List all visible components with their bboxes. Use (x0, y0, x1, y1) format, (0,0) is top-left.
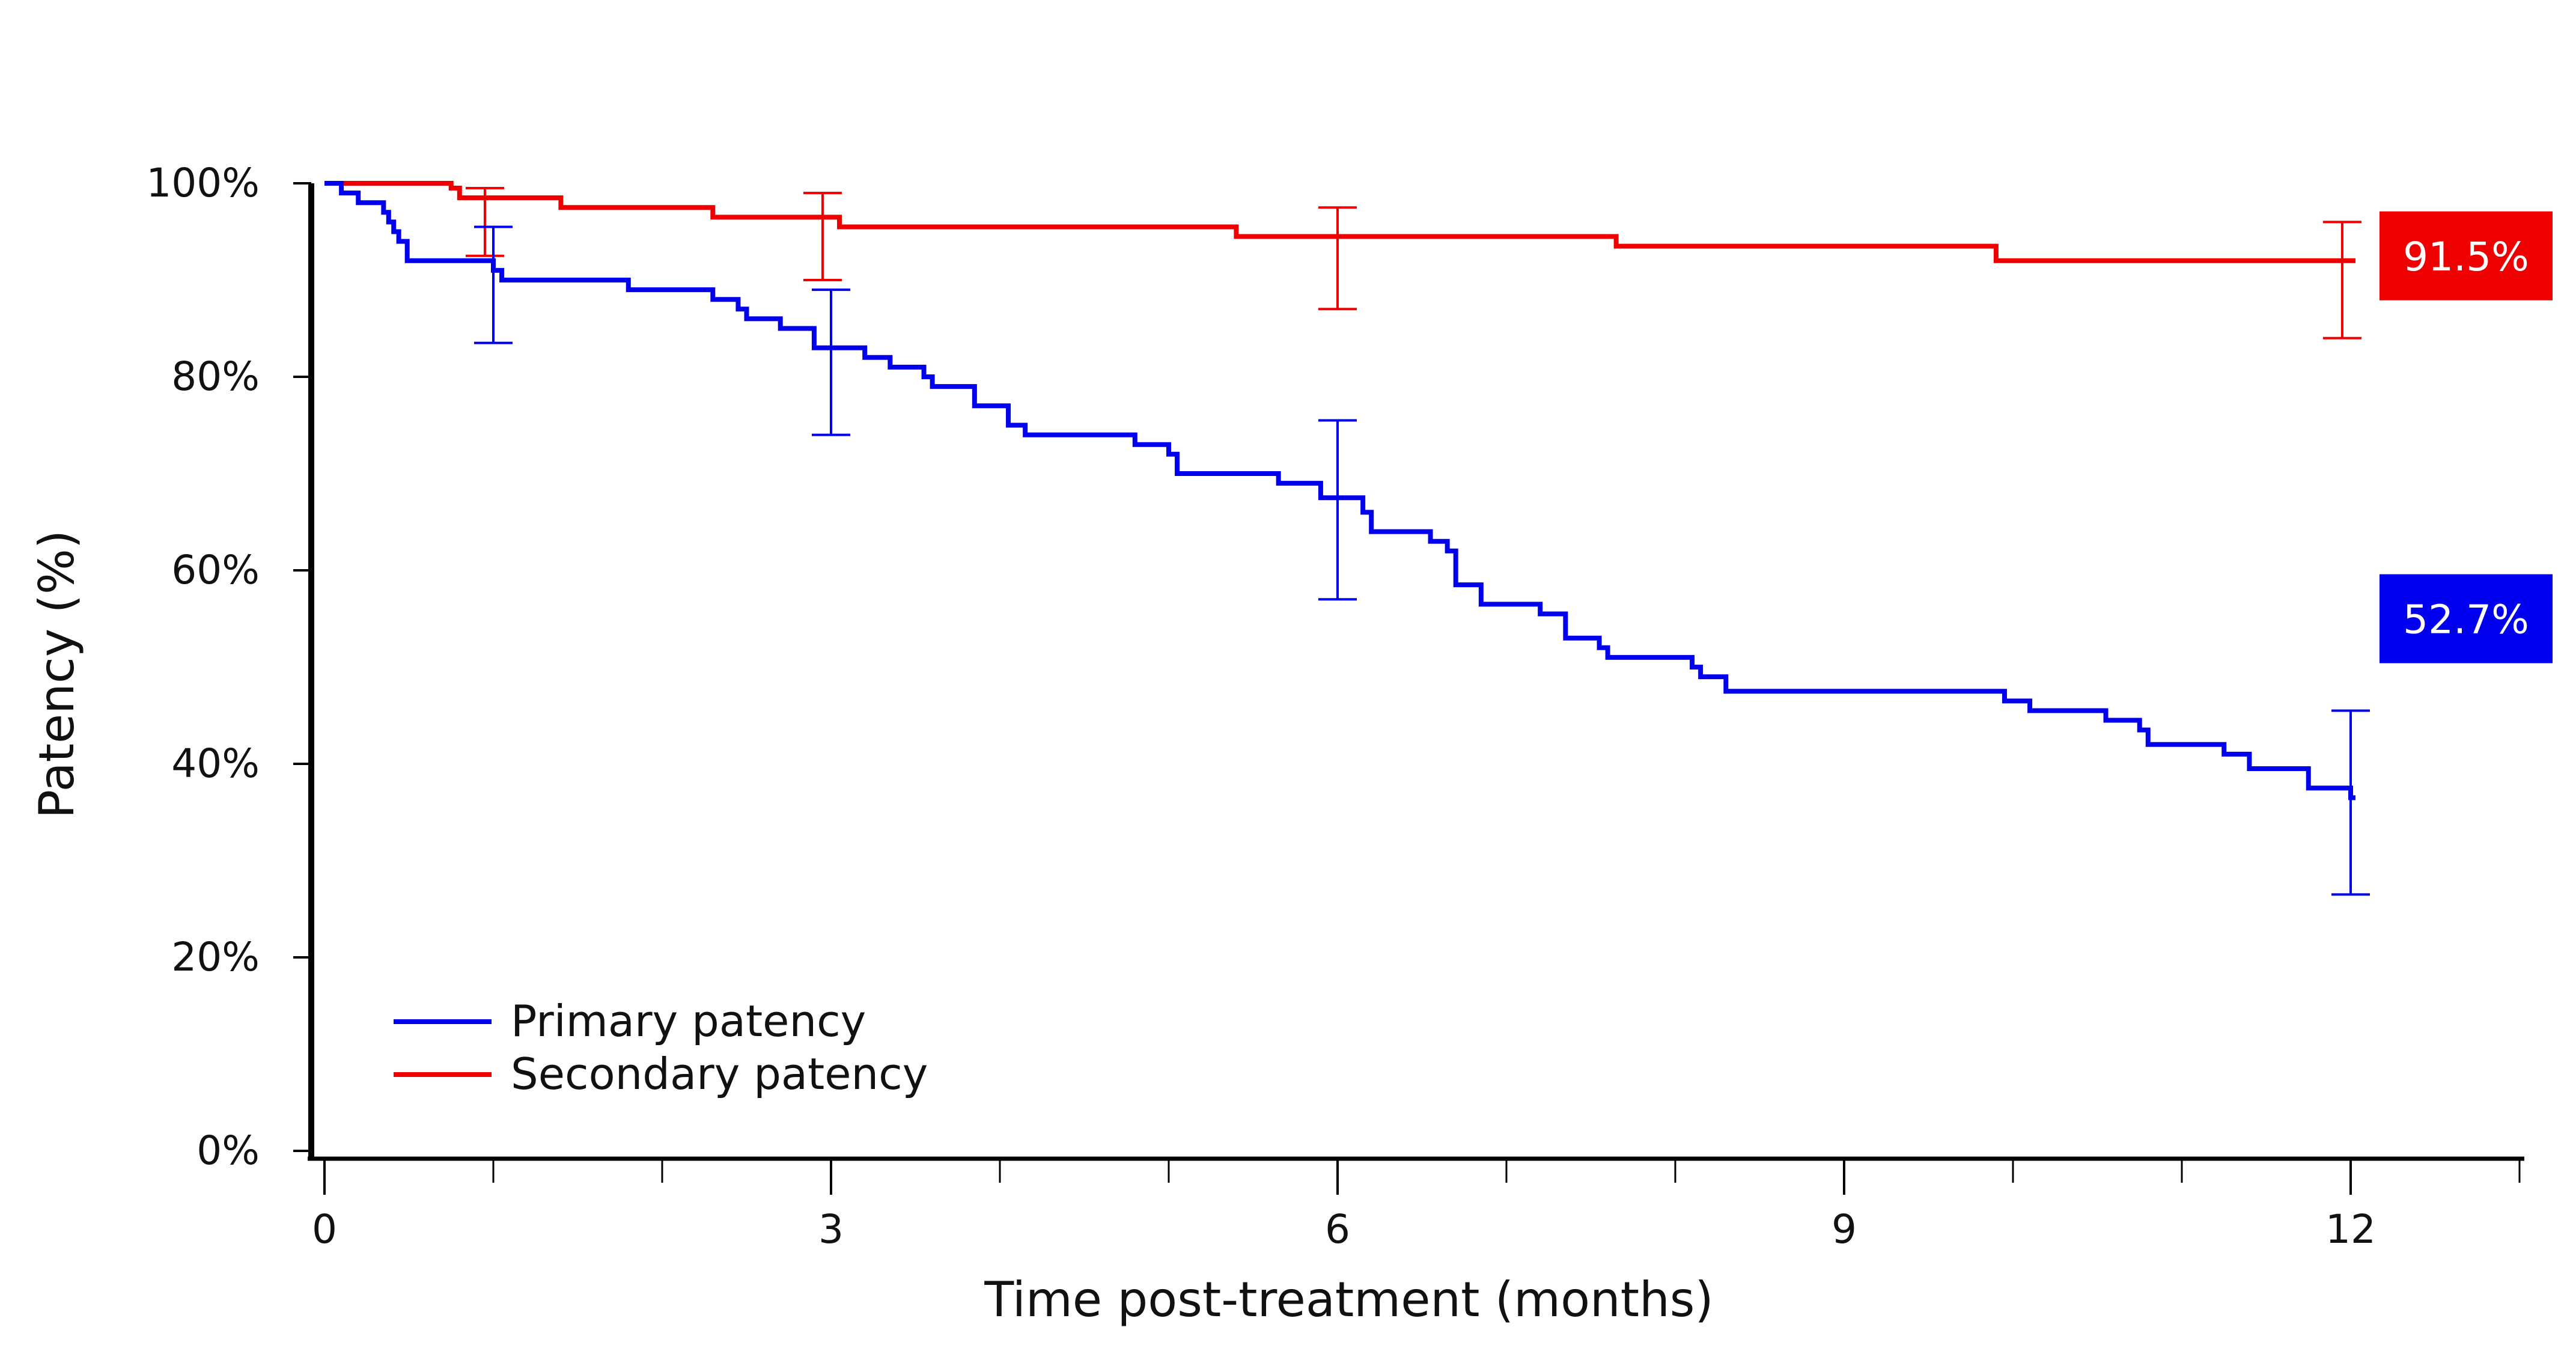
end-label-text: 91.5% (2403, 234, 2529, 280)
error-bar (812, 288, 850, 436)
y-tick-label: 80% (171, 353, 260, 400)
legend-item: Secondary patency (394, 1049, 928, 1099)
error-bar (803, 192, 842, 281)
end-label-box (2380, 574, 2553, 663)
y-tick-label: 40% (171, 740, 260, 787)
error-bar (1318, 419, 1357, 601)
series-primary (324, 181, 2370, 896)
error-bar (474, 225, 513, 344)
series-line (324, 181, 2355, 263)
y-tick-label: 60% (171, 547, 260, 593)
series-secondary (324, 181, 2361, 340)
series-layer (324, 181, 2370, 896)
error-bar (1318, 206, 1357, 311)
end-labels: 52.7% 91.5% (2380, 211, 2553, 663)
x-tick-label: 12 (2325, 1206, 2376, 1252)
end-label-box (2380, 211, 2553, 300)
x-tick-label: 0 (312, 1206, 337, 1252)
error-bar (2322, 221, 2361, 340)
end-label: 52.7% (2380, 574, 2553, 663)
legend-item: Primary patency (394, 996, 866, 1046)
y-axis-title: Patency (%) (29, 530, 85, 819)
x-tick-label: 9 (1832, 1206, 1857, 1252)
legend-label: Primary patency (511, 996, 866, 1046)
y-tick-label: 100% (146, 160, 260, 206)
x-tick-label: 6 (1325, 1206, 1350, 1252)
y-tick-label: 0% (196, 1127, 260, 1174)
x-axis-title: Time post-treatment (months) (984, 1272, 1713, 1328)
x-tick-label: 3 (818, 1206, 844, 1252)
y-tick-label: 20% (171, 934, 260, 980)
end-label-text: 52.7% (2403, 597, 2529, 643)
legend-label: Secondary patency (511, 1049, 928, 1099)
y-axis: 0% 20% 40% 60% 80% 100% (146, 160, 314, 1174)
x-axis: 0 3 6 9 12 (308, 1156, 2524, 1252)
error-bar (2331, 709, 2370, 896)
series-line (324, 181, 2355, 801)
end-label: 91.5% (2380, 211, 2553, 300)
